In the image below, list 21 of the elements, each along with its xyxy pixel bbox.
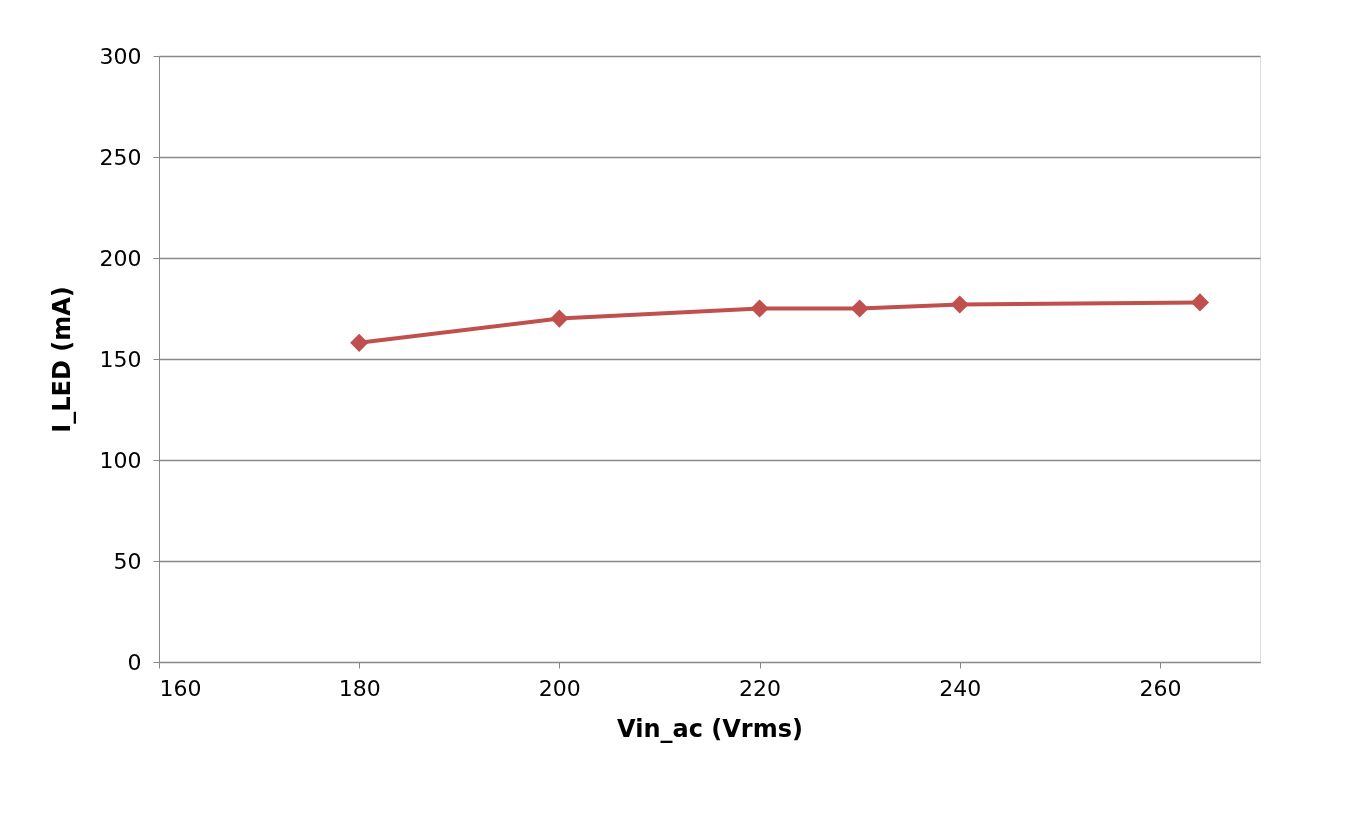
x-tick-label: 260 [1139,675,1182,701]
y-tick-label: 200 [99,245,142,271]
y-tick-label: 100 [99,447,142,473]
y-tick-label: 150 [99,346,142,372]
point [950,295,969,314]
y-axis-title: I_LED (mA) [47,286,76,433]
point [850,299,869,318]
x-axis-title: Vin_ac (Vrms) [617,714,803,743]
y-tick-label: 300 [99,43,142,69]
y-tick-label: 50 [113,548,142,574]
x-tick-label: 180 [338,675,381,701]
point [550,309,569,328]
x-tick-label: 200 [538,675,581,701]
point [350,333,369,352]
y-tick-label: 0 [127,649,142,675]
point [750,299,769,318]
x-tick-label: 240 [939,675,982,701]
x-tick-label: 160 [159,675,202,701]
y-tick-label: 250 [99,144,142,170]
point [1190,293,1210,312]
x-tick-label: 220 [739,675,782,701]
